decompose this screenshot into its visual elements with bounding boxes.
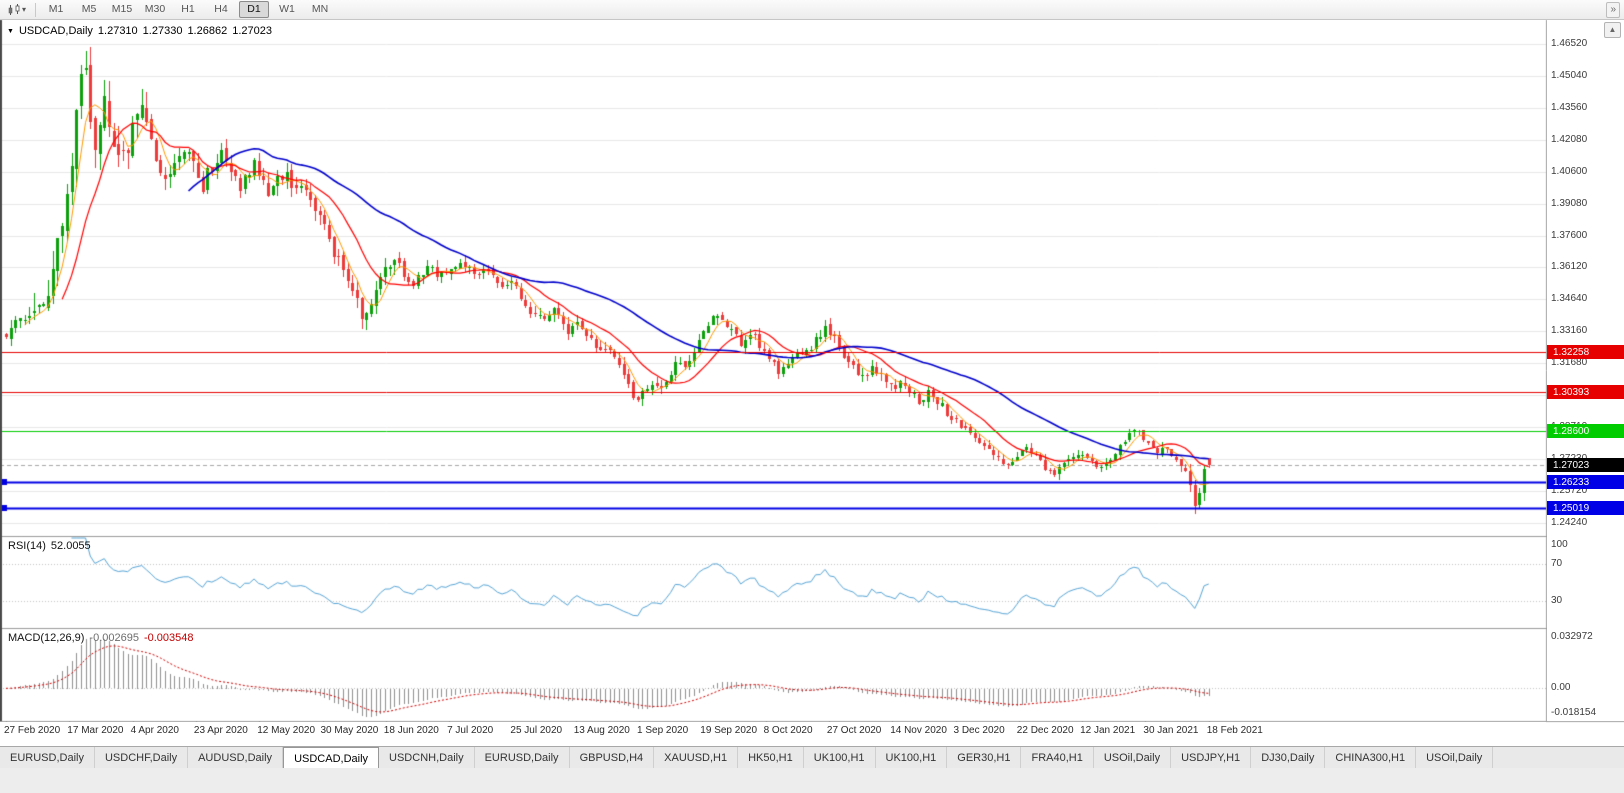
chart-tab-uk100-h1[interactable]: UK100,H1 [875, 747, 948, 769]
hline-price-tag[interactable]: 1.26233 [1547, 475, 1624, 489]
rsi-indicator-label: RSI(14) 52.0055 [8, 540, 91, 552]
hline-price-tag[interactable]: 1.30393 [1547, 385, 1624, 399]
macd-indicator-label: MACD(12,26,9) -0.002695 -0.003548 [8, 632, 194, 644]
hline-price-tag[interactable]: 1.25019 [1547, 501, 1624, 515]
chart-tab-bar: EURUSD,Daily USDCHF,Daily AUDUSD,Daily USDC… [0, 746, 1624, 769]
chart-type-button[interactable]: ▾ [4, 2, 30, 18]
chart-tab-usdchf-daily[interactable]: USDCHF,Daily [94, 747, 189, 769]
timeframe-button-mn[interactable]: MN [311, 3, 329, 15]
chart-tab-dj30-daily[interactable]: DJ30,Daily [1251, 747, 1326, 769]
timeframe-button-h4[interactable]: H4 [214, 3, 228, 15]
close-value: 1.27023 [232, 25, 272, 37]
chart-tab-uk100-h1[interactable]: UK100,H1 [803, 747, 876, 769]
chart-tab-usdjpy-h1[interactable]: USDJPY,H1 [1171, 747, 1252, 769]
chart-tab-eurusd-daily[interactable]: EURUSD,Daily [474, 747, 570, 769]
panel-separator[interactable] [0, 535, 1624, 539]
open-value: 1.27310 [97, 25, 138, 37]
toolbar-separator [35, 2, 37, 17]
macd-signal-value: -0.003548 [143, 632, 194, 644]
panel-separator[interactable] [0, 627, 1624, 631]
hline-price-tag[interactable]: 1.32258 [1547, 345, 1624, 359]
timeframe-toolbar: ▾ M1 M5 M15 M30 H1 H4 D1 W1 MN » [0, 0, 1624, 20]
chart-tab-usoil-daily[interactable]: USOil,Daily [1416, 747, 1494, 769]
timeframe-button-m30[interactable]: M30 [144, 3, 166, 15]
chart-tab-usdcad-daily[interactable]: USDCAD,Daily [283, 747, 380, 769]
chevron-down-icon: ▾ [22, 4, 27, 14]
symbol-period-label: USDCAD,Daily [18, 25, 93, 37]
chart-tab-hk50-h1[interactable]: HK50,H1 [738, 747, 804, 769]
chart-title: ▼ USDCAD,Daily 1.27310 1.27330 1.26862 1… [7, 25, 272, 37]
timeframe-button-m15[interactable]: M15 [111, 3, 133, 15]
timeframe-button-d1[interactable]: D1 [239, 1, 270, 18]
hline-price-tag[interactable]: 1.28600 [1547, 424, 1624, 438]
timeframe-button-w1[interactable]: W1 [279, 3, 295, 15]
scroll-up-button[interactable]: ▲ [1604, 22, 1621, 38]
chart-tab-china300-h1[interactable]: CHINA300,H1 [1325, 747, 1417, 769]
candlestick-chart-icon [8, 3, 20, 15]
rsi-name: RSI(14) [8, 540, 46, 552]
time-axis[interactable] [0, 722, 1546, 741]
chart-tab-ger30-h1[interactable]: GER30,H1 [947, 747, 1022, 769]
rsi-value: 52.0055 [50, 540, 91, 552]
chart-tab-xauusd-h1[interactable]: XAUUSD,H1 [654, 747, 739, 769]
window-bottom-strip [0, 768, 1624, 793]
collapse-arrow-icon: ▼ [7, 27, 14, 35]
timeframe-button-h1[interactable]: H1 [181, 3, 195, 15]
timeframe-button-m5[interactable]: M5 [81, 3, 97, 15]
macd-main-value: -0.002695 [89, 632, 139, 644]
chart-tab-usdcnh-daily[interactable]: USDCNH,Daily [379, 747, 475, 769]
chart-tab-eurusd-daily[interactable]: EURUSD,Daily [0, 747, 95, 769]
chart-tab-audusd-daily[interactable]: AUDUSD,Daily [188, 747, 284, 769]
timeframe-buttons: M1 M5 M15 M30 H1 H4 D1 W1 MN [41, 1, 335, 18]
chart-tab-fra40-h1[interactable]: FRA40,H1 [1021, 747, 1094, 769]
macd-name: MACD(12,26,9) [8, 632, 85, 644]
timeframe-button-m1[interactable]: M1 [48, 3, 64, 15]
chart-tab-gbpusd-h4[interactable]: GBPUSD,H4 [569, 747, 655, 769]
current-price-tag: 1.27023 [1547, 458, 1624, 472]
high-value: 1.27330 [142, 25, 183, 37]
low-value: 1.26862 [187, 25, 228, 37]
price-axis[interactable] [1547, 20, 1624, 721]
chart-tab-usoil-daily[interactable]: USOil,Daily [1093, 747, 1172, 769]
toolbar-overflow-button[interactable]: » [1606, 1, 1620, 18]
